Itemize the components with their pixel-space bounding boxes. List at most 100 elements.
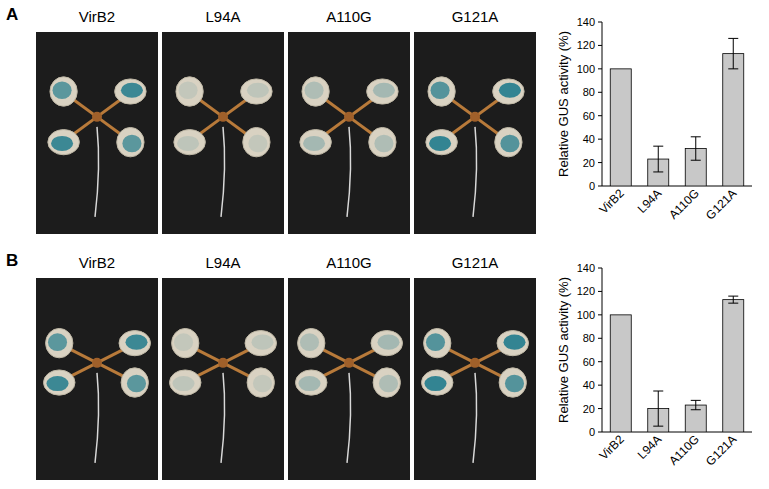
leaf <box>495 127 522 156</box>
error-cap <box>653 426 663 427</box>
photo <box>36 32 158 234</box>
photo-background <box>414 32 536 234</box>
photo-label: A110G <box>326 8 372 25</box>
photo <box>288 278 410 480</box>
leaf <box>115 79 147 104</box>
y-tick <box>598 432 602 433</box>
gus-stain <box>48 333 67 351</box>
y-tick-label: 140 <box>577 16 595 28</box>
gus-stain <box>46 376 68 391</box>
x-tick-label: G121A <box>703 186 739 222</box>
root <box>347 127 351 217</box>
y-tick <box>598 68 602 69</box>
leaf <box>367 79 399 104</box>
error-bar <box>653 391 663 426</box>
gus-stain <box>174 333 193 351</box>
photo-label: L94A <box>205 8 240 25</box>
gus-stain <box>125 335 147 350</box>
x-tick-label: L94A <box>635 432 665 462</box>
y-tick <box>598 139 602 140</box>
y-tick-label: 60 <box>583 110 595 122</box>
y-tick <box>598 115 602 116</box>
y-tick <box>598 268 602 269</box>
axes: 020406080100120140 <box>577 262 752 438</box>
x-tick-label: A110G <box>666 186 702 222</box>
x-tick-label: A110G <box>666 432 702 468</box>
gus-stain <box>377 335 399 350</box>
gus-stain <box>122 135 141 153</box>
gus-stain <box>251 335 273 350</box>
gus-stain <box>127 375 146 393</box>
y-tick-label: 100 <box>577 63 595 75</box>
leaf <box>499 368 526 397</box>
y-tick-label: 40 <box>583 379 595 391</box>
y-tick <box>598 314 602 315</box>
leaf <box>369 127 396 156</box>
error-cap <box>728 68 738 69</box>
y-tick-label: 0 <box>589 180 595 192</box>
y-tick <box>598 22 602 23</box>
leaf <box>121 368 148 397</box>
gus-stain <box>379 375 398 393</box>
gus-stain <box>247 83 269 98</box>
gus-stain <box>505 375 524 393</box>
y-axis <box>602 268 603 432</box>
gus-stain <box>303 136 325 151</box>
gus-stain <box>499 83 521 98</box>
shoot-apex <box>92 112 102 122</box>
gus-stain <box>426 333 445 351</box>
x-tick-label: L94A <box>635 186 665 216</box>
error-cap <box>691 409 701 410</box>
y-tick-label: 120 <box>577 39 595 51</box>
leaf <box>298 328 325 357</box>
photo <box>162 278 284 480</box>
leaf <box>426 130 458 155</box>
photo <box>414 32 536 234</box>
gus-stain <box>253 375 272 393</box>
error-cap <box>653 171 663 172</box>
leaf <box>48 130 80 155</box>
gus-stain <box>373 83 395 98</box>
gus-stain <box>424 376 446 391</box>
photo-label: G121A <box>452 8 499 25</box>
photo-background <box>36 278 158 480</box>
gus-stain <box>305 81 324 99</box>
bars <box>610 296 744 432</box>
axes: 020406080100120140 <box>577 16 752 192</box>
leaf <box>117 127 144 156</box>
x-tick-label: VirB2 <box>596 432 627 463</box>
shoot-apex <box>344 358 354 368</box>
leaf <box>497 331 529 356</box>
y-tick-label: 120 <box>577 285 595 297</box>
y-tick-label: 60 <box>583 356 595 368</box>
y-tick-label: 100 <box>577 309 595 321</box>
bar <box>723 300 744 432</box>
leaf <box>371 331 403 356</box>
leaf <box>50 77 77 106</box>
error-line <box>695 400 696 409</box>
y-tick-label: 0 <box>589 426 595 438</box>
leaf <box>373 368 400 397</box>
leaf <box>424 328 451 357</box>
photo <box>162 32 284 234</box>
x-tick-label: VirB2 <box>596 186 627 217</box>
error-cap <box>728 38 738 39</box>
error-cap <box>728 303 738 304</box>
leaf <box>243 127 270 156</box>
bar <box>610 315 631 432</box>
leaf <box>245 331 277 356</box>
error-cap <box>691 160 701 161</box>
bars <box>610 38 744 186</box>
root <box>221 127 225 217</box>
y-tick <box>598 338 602 339</box>
root <box>95 373 99 463</box>
error-line <box>658 391 659 426</box>
y-tick <box>598 408 602 409</box>
y-tick <box>598 385 602 386</box>
leaf <box>241 79 273 104</box>
photo <box>36 278 158 480</box>
root <box>221 373 225 463</box>
error-bar <box>691 400 701 409</box>
gus-stain <box>429 136 451 151</box>
error-cap <box>728 296 738 297</box>
